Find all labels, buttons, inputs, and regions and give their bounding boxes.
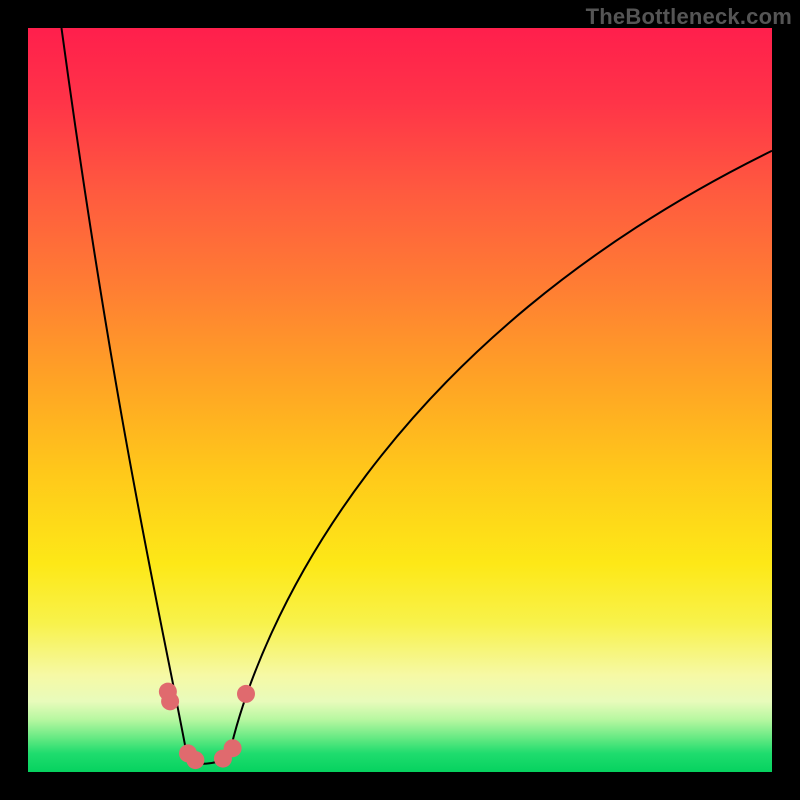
bottleneck-chart <box>0 0 800 800</box>
marker-point <box>161 692 179 710</box>
marker-point <box>224 739 242 757</box>
plot-background <box>28 28 772 772</box>
chart-frame: TheBottleneck.com <box>0 0 800 800</box>
marker-point <box>186 751 204 769</box>
marker-point <box>237 685 255 703</box>
watermark-text: TheBottleneck.com <box>586 4 792 30</box>
